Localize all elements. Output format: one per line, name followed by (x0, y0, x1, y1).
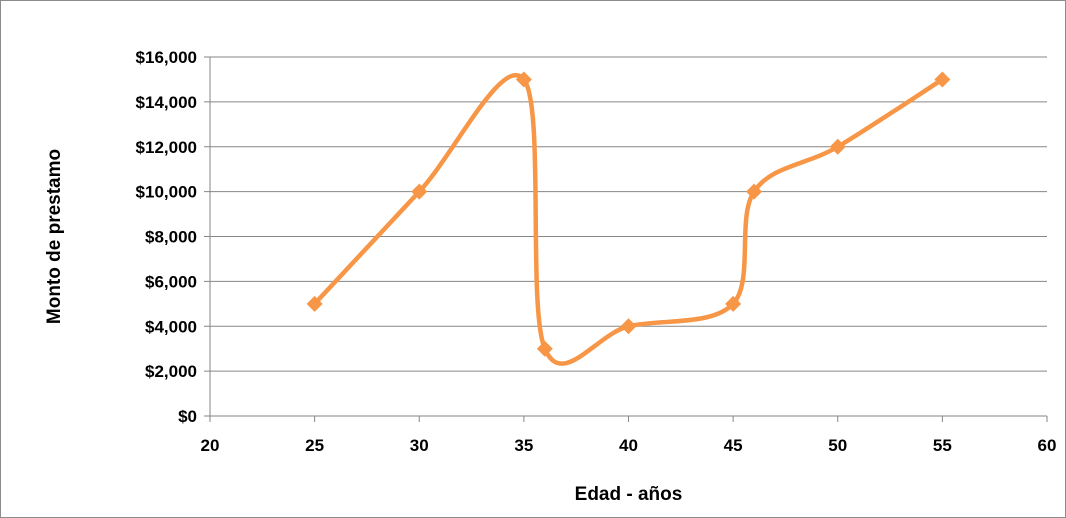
x-axis-tick-labels: 20 25 30 35 40 45 50 55 60 (201, 436, 1057, 455)
y-tick-label: $4,000 (145, 317, 197, 336)
x-tick-label: 35 (514, 436, 533, 455)
y-tick-label: $12,000 (136, 138, 197, 157)
x-tick-label: 30 (410, 436, 429, 455)
y-tick-label: $2,000 (145, 362, 197, 381)
x-tick-label: 50 (828, 436, 847, 455)
data-point-marker (746, 183, 763, 200)
data-series (306, 71, 951, 366)
gridlines (210, 56, 1047, 417)
data-point-marker (515, 71, 532, 88)
series-line (312, 73, 944, 366)
data-point-marker (620, 318, 637, 335)
data-point-marker (536, 340, 553, 357)
y-tick-label: $0 (178, 407, 197, 426)
x-tick-label: 60 (1038, 436, 1057, 455)
y-tick-label: $10,000 (136, 183, 197, 202)
plot-area (204, 56, 1048, 422)
y-tick-label: $6,000 (145, 272, 197, 291)
x-tick-label: 40 (619, 436, 638, 455)
x-tick-label: 55 (933, 436, 952, 455)
data-point-marker (934, 71, 951, 88)
y-tick-label: $16,000 (136, 48, 197, 67)
data-point-marker (411, 183, 428, 200)
y-tick-label: $14,000 (136, 93, 197, 112)
y-tick-label: $8,000 (145, 228, 197, 247)
y-axis-tick-labels: $0 $2,000 $4,000 $6,000 $8,000 $10,000 $12,000… (136, 48, 197, 426)
data-point-marker (306, 295, 323, 312)
x-tick-label: 25 (305, 436, 324, 455)
x-tick-label: 20 (201, 436, 220, 455)
data-point-marker (829, 138, 846, 155)
x-tick-label: 45 (724, 436, 743, 455)
data-point-marker (725, 295, 742, 312)
y-axis-title: Monto de prestamo (44, 149, 65, 324)
x-axis-title: Edad - años (575, 484, 683, 505)
